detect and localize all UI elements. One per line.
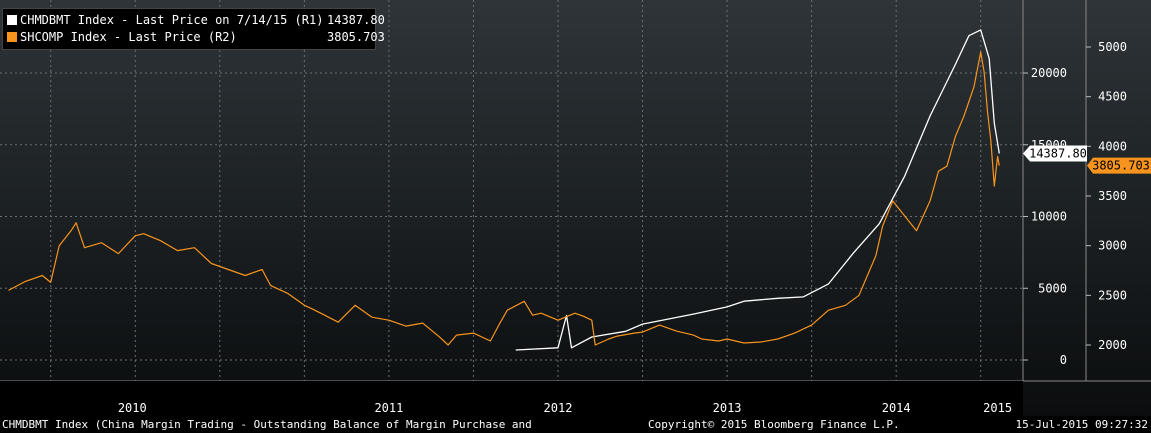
r1-tick-label: 5000 bbox=[1038, 281, 1067, 295]
series-line-chmdbmt bbox=[515, 29, 1000, 351]
x-tick-label: 2011 bbox=[374, 401, 403, 415]
last-value-labels: 14387.80 3805.703 bbox=[1023, 145, 1151, 174]
r1-last-value-box bbox=[1023, 145, 1087, 162]
x-axis-band bbox=[0, 381, 1023, 416]
legend-value: 14387.80 bbox=[327, 13, 385, 27]
x-tick-label: 2012 bbox=[544, 401, 573, 415]
legend-label: CHMDBMT Index - Last Price on 7/14/15 (R… bbox=[20, 13, 324, 27]
x-tick-label: 2010 bbox=[118, 401, 147, 415]
r2-tick-label: 3500 bbox=[1098, 189, 1127, 203]
r2-tick-label: 4000 bbox=[1098, 139, 1127, 153]
r1-last-value-label: 14387.80 bbox=[1029, 147, 1087, 161]
r2-last-value-label: 3805.703 bbox=[1092, 159, 1150, 173]
r2-last-value-box bbox=[1087, 157, 1151, 174]
x-tick-label: 2013 bbox=[713, 401, 742, 415]
legend-swatch-orange bbox=[7, 32, 17, 42]
footer-timestamp: 15-Jul-2015 09:27:32 bbox=[1015, 418, 1148, 431]
x-tick-label: 2014 bbox=[882, 401, 911, 415]
horizontal-gridlines bbox=[0, 0, 1151, 382]
footer-copyright: Copyright© 2015 Bloomberg Finance L.P. bbox=[648, 418, 900, 431]
series-lines bbox=[8, 29, 1000, 351]
x-tick-label: 2015 bbox=[983, 401, 1012, 415]
r2-tick-label: 4500 bbox=[1098, 90, 1127, 104]
legend-entry-shcomp: SHCOMP Index - Last Price (R2) 3805.703 bbox=[7, 29, 385, 45]
r2-tick-label: 5000 bbox=[1098, 40, 1127, 54]
r1-tick-label: 20000 bbox=[1031, 66, 1067, 80]
r2-tick-label: 3000 bbox=[1098, 239, 1127, 253]
series-line-shcomp bbox=[8, 51, 1000, 346]
legend-value: 3805.703 bbox=[327, 30, 385, 44]
footer-bar: CHMDBMT Index (China Margin Trading - Ou… bbox=[0, 416, 1151, 433]
r2-tick-label: 2000 bbox=[1098, 338, 1127, 352]
footer-description: CHMDBMT Index (China Margin Trading - Ou… bbox=[2, 418, 532, 431]
r2-axis-ticks: 2000 2500 3000 3500 4000 4500 5000 bbox=[1086, 40, 1127, 352]
vertical-gridlines bbox=[50, 0, 982, 416]
legend: CHMDBMT Index - Last Price on 7/14/15 (R… bbox=[2, 8, 385, 50]
r1-tick-label: 0 bbox=[1060, 353, 1067, 367]
x-axis-labels: 2010 2011 2012 2013 2014 2015 bbox=[118, 401, 1012, 415]
r1-tick-label: 10000 bbox=[1031, 210, 1067, 224]
legend-entry-chmdbmt: CHMDBMT Index - Last Price on 7/14/15 (R… bbox=[7, 12, 385, 28]
legend-label: SHCOMP Index - Last Price (R2) bbox=[20, 30, 237, 44]
r2-tick-label: 2500 bbox=[1098, 288, 1127, 302]
legend-swatch-white bbox=[7, 15, 17, 25]
